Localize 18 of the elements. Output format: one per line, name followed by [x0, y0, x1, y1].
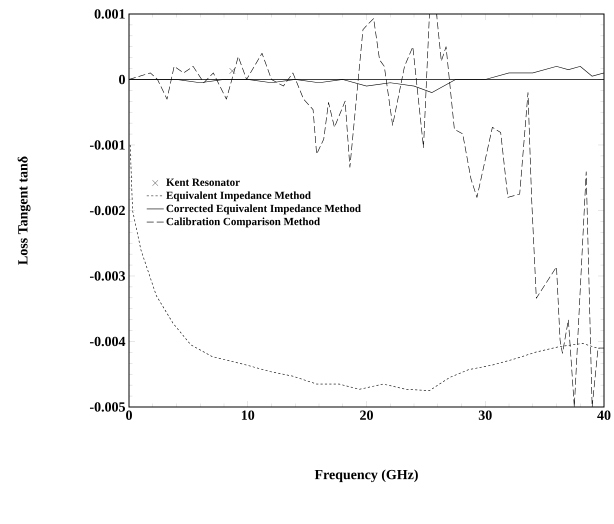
legend-label: Corrected Equivalent Impedance Method — [166, 204, 361, 214]
y-axis-title: Loss Tangent tanδ — [18, 156, 30, 265]
y-tick-label: -0.005 — [90, 402, 125, 412]
x-tick-label: 40 — [597, 410, 610, 420]
y-tick-label: -0.004 — [90, 336, 126, 346]
y-tick-label: -0.003 — [90, 271, 126, 281]
x-tick-label: 30 — [478, 410, 492, 420]
legend-label: Kent Resonator — [166, 178, 240, 186]
x-axis-title: Frequency (GHz) — [314, 469, 418, 482]
x-tick-label: 10 — [242, 410, 254, 420]
y-tick-label: 0.001 — [94, 9, 125, 19]
y-tick-label: -0.002 — [90, 206, 125, 216]
x-tick-label: 0 — [126, 410, 132, 420]
legend-label: Calibration Comparison Method — [166, 217, 320, 228]
legend-label: Equivalent Impedance Method — [166, 191, 311, 202]
y-tick-label: 0 — [119, 74, 125, 84]
y-tick-label: -0.001 — [90, 140, 125, 150]
x-tick-label: 20 — [360, 410, 373, 420]
